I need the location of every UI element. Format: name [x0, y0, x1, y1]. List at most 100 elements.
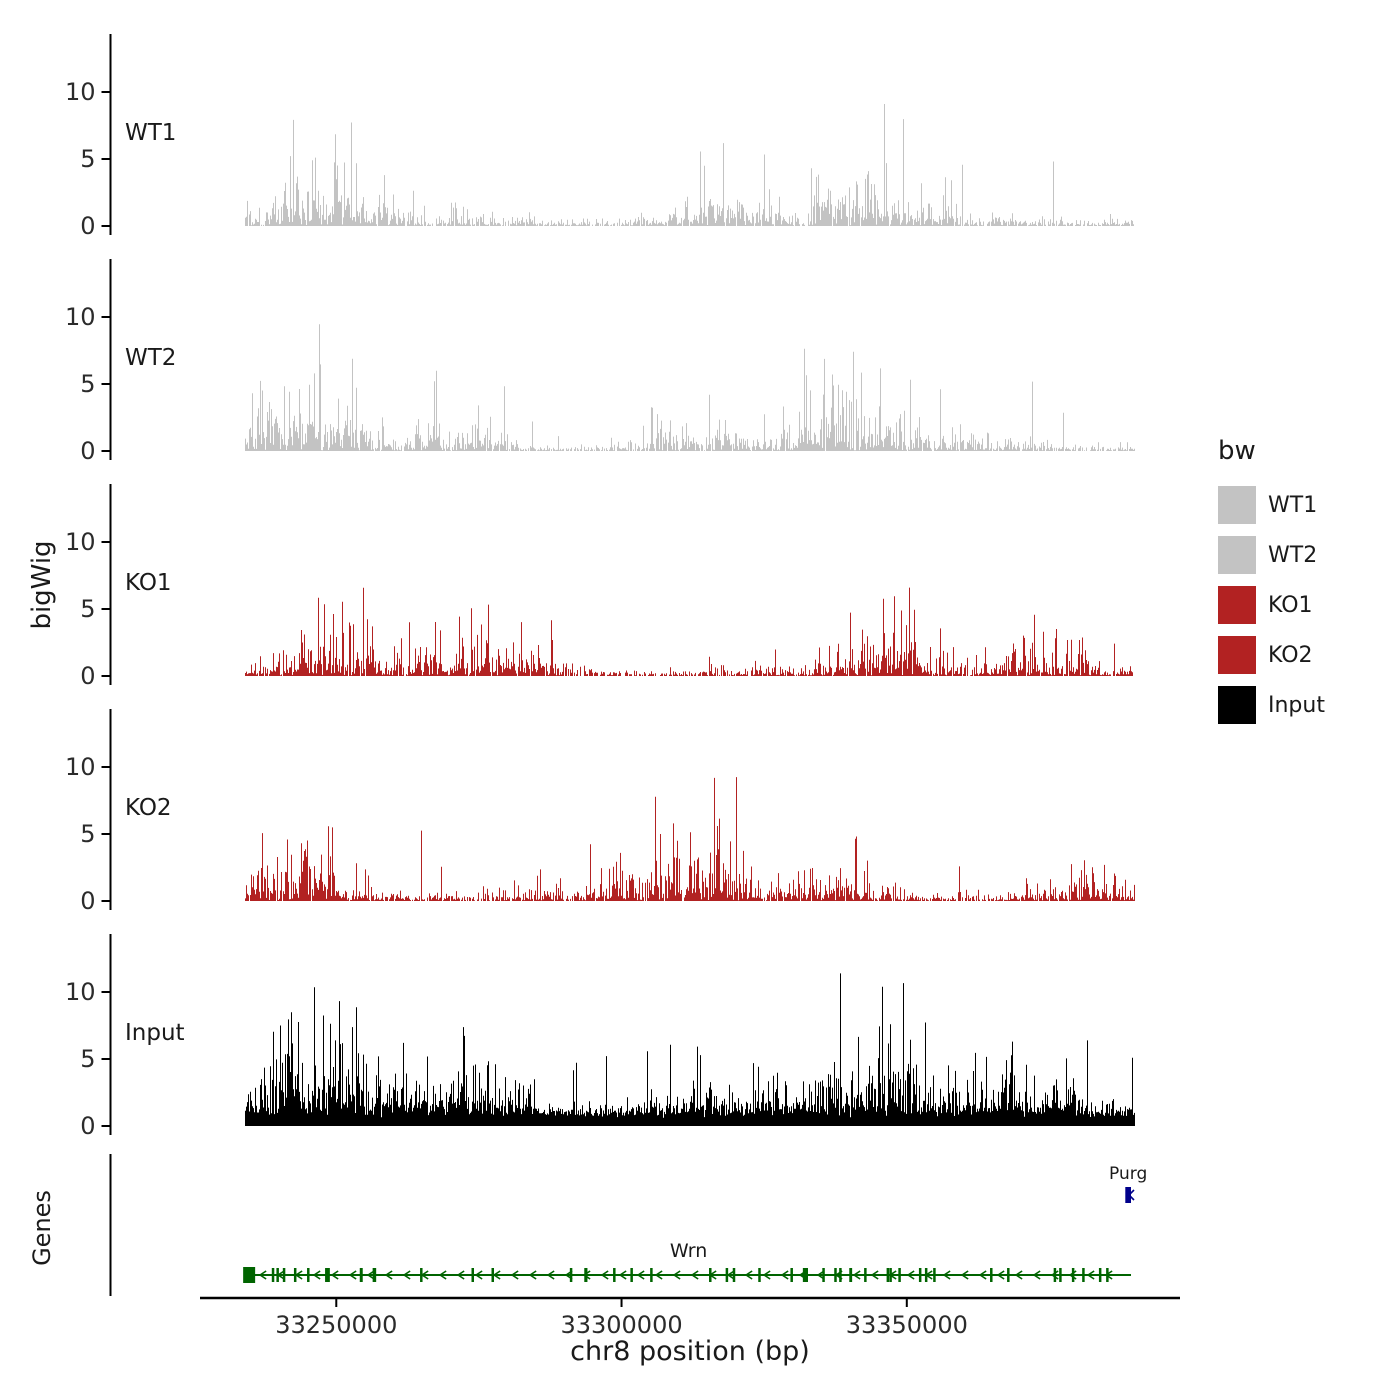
- gene-wrn-strand-arrow: [384, 1270, 393, 1280]
- x-axis-svg: 33250000 33300000 33350000: [200, 1296, 1180, 1339]
- legend-label-ko2: KO2: [1268, 642, 1313, 668]
- legend-label-wt2: WT2: [1268, 542, 1318, 568]
- legend-title: bw: [1218, 436, 1256, 466]
- gene-wrn-strand-arrow: [780, 1270, 789, 1280]
- gene-wrn-strand-arrow: [312, 1270, 321, 1280]
- gene-wrn-strand-arrow: [960, 1270, 969, 1280]
- gene-wrn-strand-arrow: [258, 1270, 267, 1280]
- signal-wt1: [245, 104, 1134, 226]
- y-tick-label: 10: [65, 528, 96, 556]
- track-svg-wt2: 0 5 10 WT2: [65, 259, 1135, 465]
- signal-input: [245, 973, 1135, 1126]
- legend-swatch-input: [1218, 686, 1256, 724]
- gene-wrn-strand-arrow: [366, 1270, 375, 1280]
- gene-wrn-strand-arrow: [348, 1270, 357, 1280]
- gene-wrn-strand-arrow: [600, 1270, 609, 1280]
- signal-ko2: [245, 777, 1135, 901]
- gene-wrn-strand-arrow: [762, 1270, 771, 1280]
- gene-wrn-strand-arrow: [942, 1270, 951, 1280]
- gene-label-purg: Purg: [1109, 1164, 1147, 1184]
- gene-wrn-strand-arrow: [510, 1270, 519, 1280]
- legend-label-input: Input: [1268, 692, 1325, 718]
- gene-wrn-strand-arrow: [330, 1270, 339, 1280]
- gene-wrn-strand-arrow: [492, 1270, 501, 1280]
- gene-wrn-strand-arrow: [816, 1270, 825, 1280]
- signal-wt2: [245, 324, 1135, 451]
- legend-item-input: Input: [1218, 680, 1325, 730]
- y-tick-label: 5: [80, 145, 95, 173]
- legend-item-wt2: WT2: [1218, 530, 1325, 580]
- gene-wrn-strand-arrow: [1032, 1270, 1041, 1280]
- gene-wrn-strand-arrow: [438, 1270, 447, 1280]
- gene-wrn-strand-arrow: [528, 1270, 537, 1280]
- y-tick-label: 5: [80, 1045, 95, 1073]
- gene-wrn-strand-arrow: [402, 1270, 411, 1280]
- gene-wrn-strand-arrow: [978, 1270, 987, 1280]
- gene-wrn-strand-arrow: [582, 1270, 591, 1280]
- track-label-input: Input: [125, 1020, 185, 1046]
- gene-wrn-strand-arrow: [474, 1270, 483, 1280]
- track-svg-input: 0 5 10 Input: [65, 934, 1135, 1140]
- track-label-ko2: KO2: [125, 795, 172, 821]
- gene-wrn-strand-arrow: [618, 1270, 627, 1280]
- legend-swatch-ko2: [1218, 636, 1256, 674]
- legend-label-wt1: WT1: [1268, 492, 1318, 518]
- y-tick-label: 10: [65, 978, 96, 1006]
- x-tick-label: 33350000: [846, 1311, 968, 1339]
- y-tick-label: 0: [80, 437, 95, 460]
- bigwig-axis-title: bigWig: [27, 540, 57, 630]
- legend-swatch-wt1: [1218, 486, 1256, 524]
- legend-item-ko1: KO1: [1218, 580, 1325, 630]
- x-axis-panel: 33250000 33300000 33350000: [55, 1293, 1180, 1348]
- gene-wrn-strand-arrow: [654, 1270, 663, 1280]
- y-tick-label: 5: [80, 370, 95, 398]
- gene-wrn-strand-arrow: [672, 1270, 681, 1280]
- y-tick-label: 10: [65, 303, 96, 331]
- track-label-ko1: KO1: [125, 570, 172, 596]
- track-panel-wt2: 0 5 10 WT2: [55, 255, 1180, 465]
- track-panel-input: 0 5 10 Input: [55, 930, 1180, 1140]
- track-label-wt2: WT2: [125, 345, 176, 371]
- track-panel-ko1: 0 5 10 KO1: [55, 480, 1180, 690]
- legend-swatch-wt2: [1218, 536, 1256, 574]
- gene-wrn-strand-arrow: [852, 1270, 861, 1280]
- gene-wrn-strand-arrow: [690, 1270, 699, 1280]
- gene-wrn-strand-arrow: [996, 1270, 1005, 1280]
- y-tick-label: 0: [80, 887, 95, 910]
- gene-wrn-strand-arrow: [546, 1270, 555, 1280]
- track-label-wt1: WT1: [125, 120, 176, 146]
- gene-wrn-strand-arrow: [636, 1270, 645, 1280]
- gene-wrn-strand-arrow: [744, 1270, 753, 1280]
- legend-label-ko1: KO1: [1268, 592, 1313, 618]
- track-svg-ko1: 0 5 10 KO1: [65, 484, 1133, 690]
- signal-ko1: [245, 587, 1133, 676]
- gene-purg-strand-arrow: [1127, 1189, 1135, 1201]
- y-tick-label: 5: [80, 820, 95, 848]
- gene-wrn-strand-arrow: [906, 1270, 915, 1280]
- track-panel-wt1: 0 5 10 WT1: [55, 30, 1180, 240]
- track-svg-ko2: 0 5 10 KO2: [65, 709, 1135, 915]
- gene-wrn-strand-arrow: [870, 1270, 879, 1280]
- genes-axis-title: Genes: [28, 1190, 56, 1266]
- track-svg-wt1: 0 5 10 WT1: [65, 34, 1134, 240]
- gene-label-wrn: Wrn: [670, 1240, 707, 1262]
- gene-wrn-strand-arrow: [456, 1270, 465, 1280]
- track-panel-ko2: 0 5 10 KO2: [55, 705, 1180, 915]
- y-tick-label: 0: [80, 1112, 95, 1135]
- legend: bw WT1 WT2 KO1 KO2 Input: [1218, 436, 1325, 730]
- legend-item-ko2: KO2: [1218, 630, 1325, 680]
- x-axis-title: chr8 position (bp): [570, 1336, 810, 1367]
- gene-wrn-strand-arrow: [1014, 1270, 1023, 1280]
- gene-wrn-strand-arrow: [1086, 1270, 1095, 1280]
- legend-swatch-ko1: [1218, 586, 1256, 624]
- x-tick-label: 33250000: [275, 1311, 397, 1339]
- y-tick-label: 5: [80, 595, 95, 623]
- y-tick-label: 0: [80, 662, 95, 685]
- gene-wrn-first-exon: [243, 1267, 256, 1283]
- legend-item-wt1: WT1: [1218, 480, 1325, 530]
- genes-svg: Wrn Purg: [109, 1154, 1147, 1296]
- y-tick-label: 10: [65, 78, 96, 106]
- y-tick-label: 0: [80, 212, 95, 235]
- y-tick-label: 10: [65, 753, 96, 781]
